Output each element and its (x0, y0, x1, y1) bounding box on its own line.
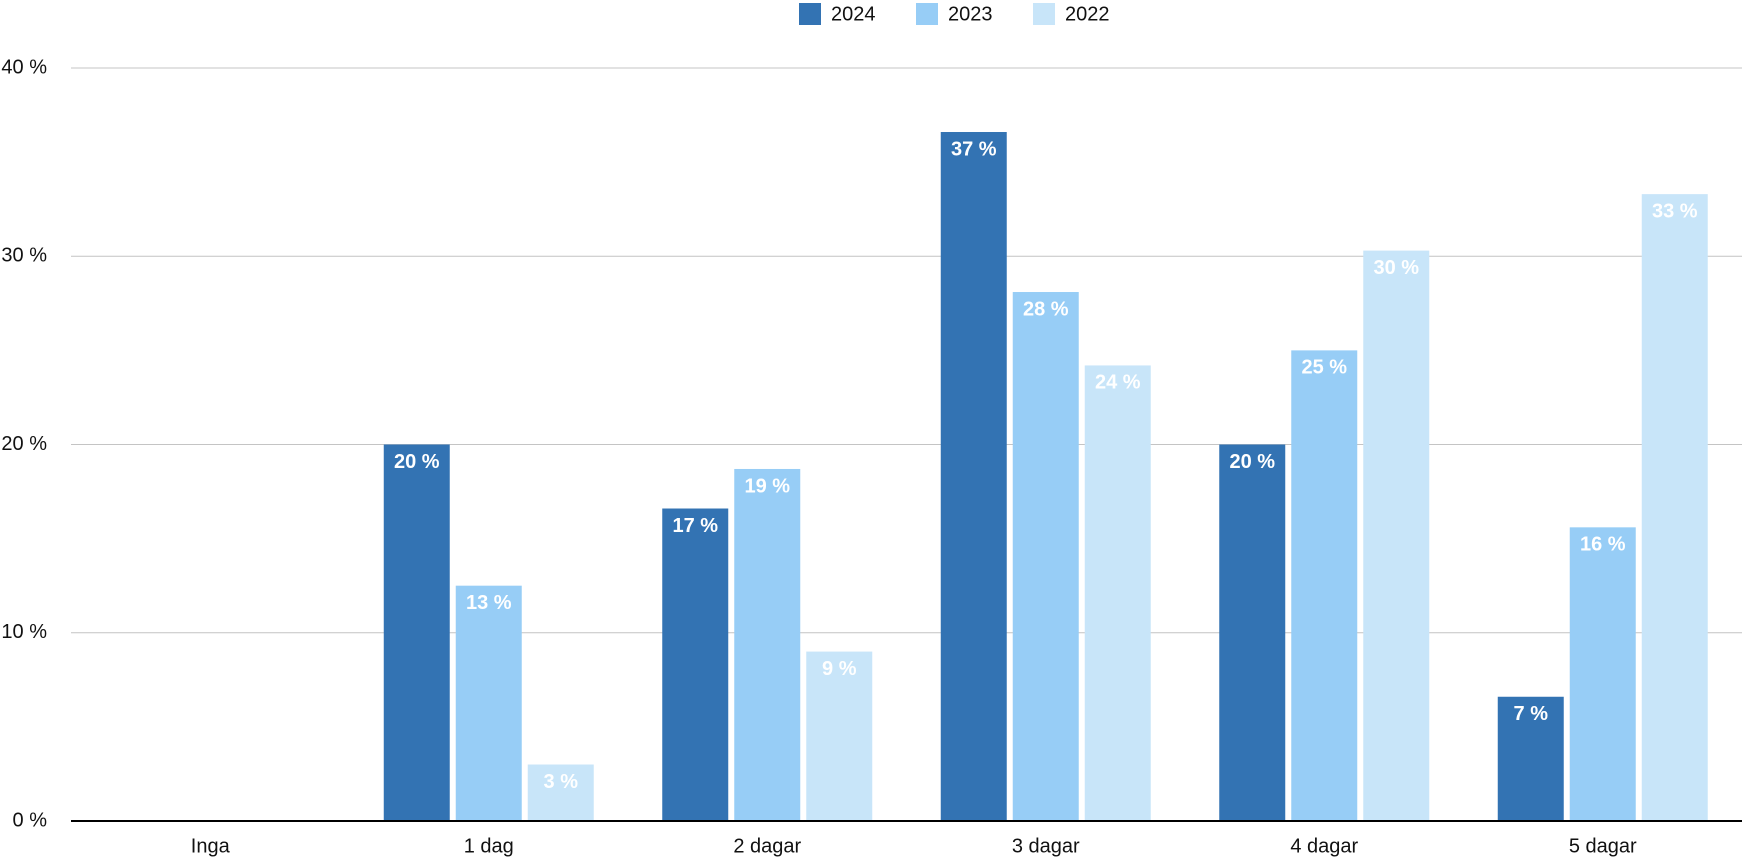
x-tick-label: 1 dag (464, 835, 514, 857)
bar (383, 444, 450, 821)
value-label: 28 % (1023, 298, 1069, 320)
bar (527, 764, 594, 821)
legend-label: 2022 (1065, 3, 1110, 25)
bar (1291, 350, 1358, 821)
x-tick-label: 3 dagar (1012, 835, 1080, 857)
bar (662, 508, 729, 821)
legend-label: 2024 (831, 3, 876, 25)
value-label: 20 % (394, 451, 440, 473)
value-label: 20 % (1229, 451, 1275, 473)
value-label: 7 % (1514, 703, 1549, 725)
bar (1641, 194, 1708, 821)
legend-swatch (799, 3, 821, 25)
y-tick-label: 40 % (1, 56, 47, 78)
legend-swatch (916, 3, 938, 25)
y-tick-label: 30 % (1, 245, 47, 267)
value-label: 37 % (951, 138, 997, 160)
value-label: 30 % (1373, 257, 1419, 279)
value-label: 33 % (1652, 200, 1698, 222)
value-label: 19 % (744, 475, 790, 497)
bar (1569, 527, 1636, 821)
x-tick-label: Inga (191, 835, 231, 857)
legend-swatch (1033, 3, 1055, 25)
bar (1219, 444, 1286, 821)
y-tick-label: 0 % (13, 809, 48, 831)
legend-label: 2023 (948, 3, 993, 25)
value-label: 9 % (822, 658, 857, 680)
bar (806, 651, 873, 821)
x-tick-label: 5 dagar (1569, 835, 1637, 857)
value-label: 17 % (672, 515, 718, 537)
bar (1012, 292, 1079, 822)
x-tick-label: 2 dagar (733, 835, 801, 857)
bar (940, 132, 1007, 821)
y-tick-label: 20 % (1, 433, 47, 455)
bar (455, 585, 522, 821)
value-label: 25 % (1301, 357, 1347, 379)
x-tick-label: 4 dagar (1290, 835, 1358, 857)
bar (1363, 250, 1430, 822)
y-tick-label: 10 % (1, 621, 47, 643)
value-label: 24 % (1095, 372, 1141, 394)
value-label: 3 % (544, 771, 579, 793)
bar (734, 468, 801, 821)
value-label: 16 % (1580, 534, 1626, 556)
value-label: 13 % (466, 592, 512, 614)
bar (1497, 696, 1564, 821)
bar (1084, 365, 1151, 821)
